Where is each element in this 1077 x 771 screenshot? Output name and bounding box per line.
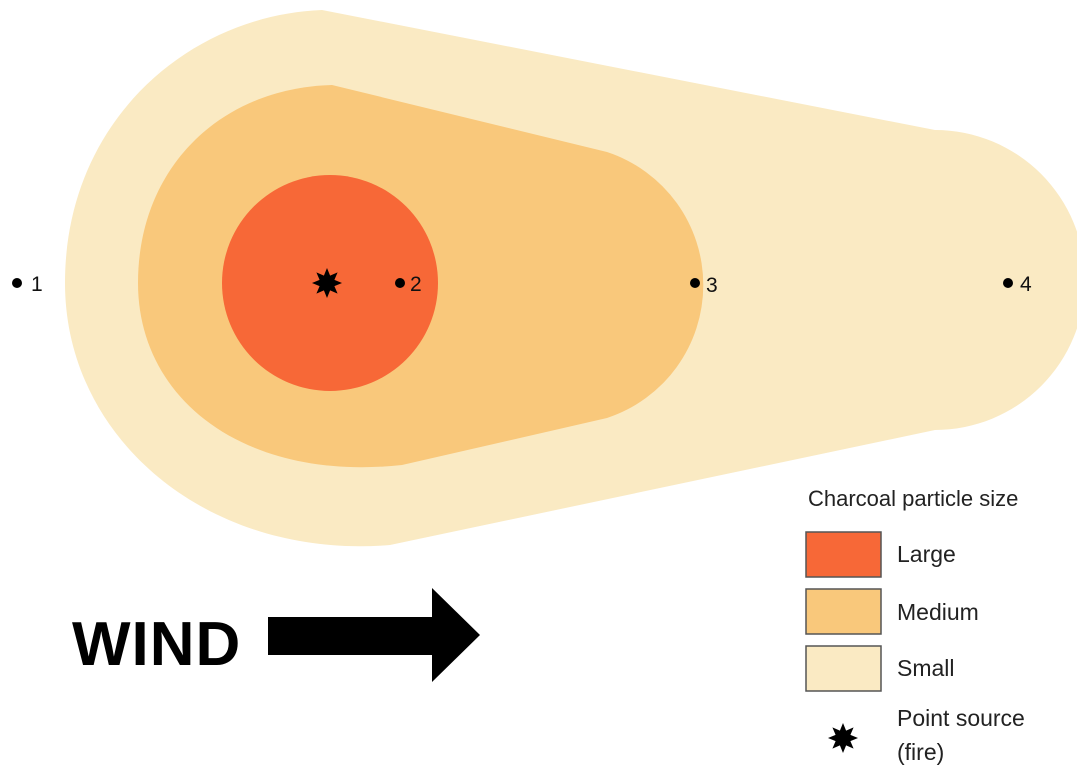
legend-label-medium: Medium <box>897 599 979 625</box>
sample-dot <box>395 278 405 288</box>
wind-label: WIND <box>72 610 241 679</box>
legend-label-large: Large <box>897 541 956 567</box>
sample-dot <box>690 278 700 288</box>
legend: Charcoal particle size Large Medium Smal… <box>805 486 1025 765</box>
sample-label: 3 <box>706 274 718 297</box>
legend-swatch-large <box>805 531 882 578</box>
legend-swatch-medium <box>805 588 882 635</box>
sample-point-1: 1 <box>12 273 43 296</box>
sample-label: 2 <box>410 273 422 296</box>
legend-swatch-small <box>805 645 882 692</box>
sample-dot <box>1003 278 1013 288</box>
sample-dot <box>12 278 22 288</box>
sample-point-3: 3 <box>690 274 718 297</box>
right-arrow-icon <box>268 588 480 682</box>
sample-label: 1 <box>31 273 43 296</box>
sample-point-4: 4 <box>1003 273 1032 296</box>
sample-point-2: 2 <box>395 273 422 296</box>
sample-label: 4 <box>1020 273 1032 296</box>
star-icon <box>312 268 342 298</box>
legend-label-source-fire: (fire) <box>897 739 944 765</box>
legend-label-small: Small <box>897 655 955 681</box>
legend-star-icon <box>828 723 858 753</box>
legend-label-source: Point source <box>897 705 1025 731</box>
legend-title: Charcoal particle size <box>808 486 1018 511</box>
